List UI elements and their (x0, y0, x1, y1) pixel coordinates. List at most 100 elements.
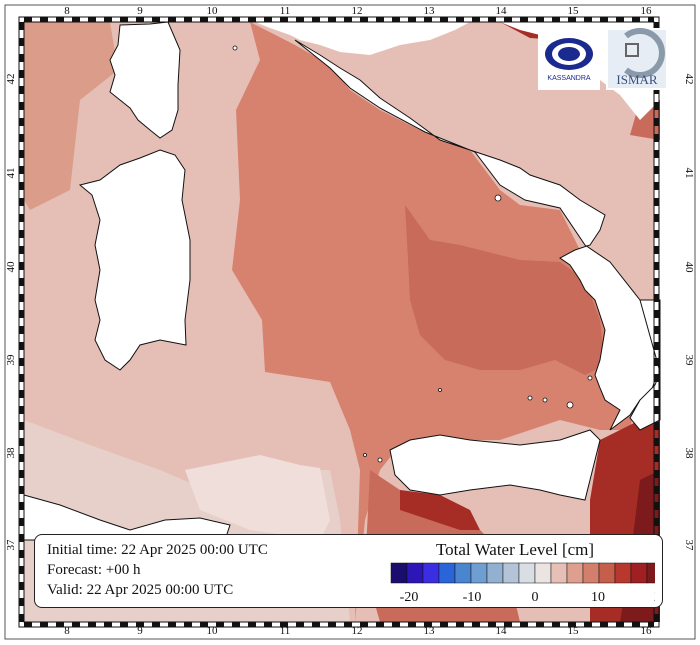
frame-segment (19, 406, 24, 414)
frame-segment (376, 17, 384, 22)
frame-segment (654, 182, 659, 190)
sicily-island (389, 429, 601, 501)
frame-segment (19, 22, 24, 30)
colorbar-swatch (614, 562, 632, 584)
frame-segment (19, 230, 24, 238)
frame-segment (184, 622, 192, 627)
latitude-labels-right: 37 38 39 40 41 42 (683, 74, 695, 552)
latitude-tick-label: 40 (5, 261, 17, 273)
frame-segment (56, 17, 64, 22)
colorbar-swatch (518, 562, 536, 584)
frame-segment (440, 622, 448, 627)
frame-segment (19, 614, 24, 622)
frame-segment (654, 390, 659, 398)
outer-frame (4, 4, 696, 640)
frame-segment (488, 17, 496, 22)
frame-segment (248, 622, 256, 627)
frame-segment (654, 326, 659, 334)
frame-segment (568, 17, 576, 22)
frame-segment (654, 422, 659, 430)
frame-segment (19, 374, 24, 382)
frame-segment (408, 622, 416, 627)
frame-segment (488, 622, 496, 627)
frame-segment (104, 622, 112, 627)
colorbar-swatch (486, 562, 504, 584)
frame-segment (19, 326, 24, 334)
frame-segment (654, 262, 659, 270)
frame-segment (584, 17, 592, 22)
frame-segment (296, 17, 304, 22)
frame-segment (654, 118, 659, 126)
forecast-text: Forecast: +00 h (47, 562, 141, 578)
frame-segment (424, 622, 432, 627)
kassandra-logo-icon: KASSANDRA (545, 38, 593, 82)
frame-segment (344, 622, 352, 627)
longitude-tick-label: 9 (137, 625, 143, 637)
frame-segment (654, 486, 659, 494)
frame-segment (328, 622, 336, 627)
frame-segment (152, 17, 160, 22)
ismar-logo-icon: ISMAR (608, 28, 666, 88)
longitude-tick-label: 10 (207, 5, 219, 17)
frame-segment (19, 598, 24, 606)
frame-segment (72, 17, 80, 22)
frame-segment (520, 622, 528, 627)
frame-segment (19, 502, 24, 510)
frame-segment (654, 166, 659, 174)
frame-segment (19, 118, 24, 126)
longitude-tick-label: 11 (280, 5, 291, 17)
latitude-tick-label: 42 (683, 74, 695, 85)
frame-segment (280, 622, 288, 627)
island-small (566, 401, 574, 409)
frame-segment (360, 622, 368, 627)
frame-segment (616, 17, 624, 22)
frame-segment (654, 198, 659, 206)
island-small (232, 45, 238, 51)
sea-zone-sicily-strait-high (400, 490, 480, 530)
frame-segment (654, 310, 659, 318)
colorbar-tick-label: -10 (463, 590, 482, 605)
frame-segment (19, 150, 24, 158)
longitude-tick-label: 15 (568, 5, 580, 17)
colorbar-swatch (422, 562, 440, 584)
colorbar-swatch (598, 562, 616, 584)
frame-segment (654, 342, 659, 350)
frame-segment (648, 17, 654, 22)
colorbar-swatch (566, 562, 584, 584)
frame-segment (40, 17, 48, 22)
frame-segment (88, 622, 96, 627)
frame-segment (648, 622, 654, 627)
sardinia-island (78, 149, 191, 371)
frame-segment (600, 622, 608, 627)
frame-segment (456, 622, 464, 627)
colorbar-swatch (390, 562, 408, 584)
frame-segment (136, 622, 144, 627)
frame-segment (552, 622, 560, 627)
colorbar-swatch (646, 562, 655, 584)
latitude-tick-label: 37 (5, 539, 17, 551)
frame-segment (472, 17, 480, 22)
longitude-tick-label: 13 (424, 5, 436, 17)
island-small (363, 453, 367, 457)
frame-segment (232, 622, 240, 627)
frame-segment (216, 17, 224, 22)
longitude-tick-label: 16 (641, 5, 653, 17)
frame-segment (654, 22, 659, 30)
map-border (23, 21, 655, 623)
frame-segment (120, 622, 128, 627)
longitude-tick-label: 14 (496, 625, 508, 637)
frame-segment (19, 198, 24, 206)
frame-segment (24, 17, 32, 22)
frame-segment (568, 622, 576, 627)
colorbar-swatch (550, 562, 568, 584)
legend-colorbar: -20 -10 0 10 20 (390, 562, 655, 605)
island-small (438, 388, 442, 392)
frame-segment (456, 17, 464, 22)
colorbar-swatch (406, 562, 424, 584)
frame-segment (328, 17, 336, 22)
frame-segment (654, 470, 659, 478)
colorbar-swatch (438, 562, 456, 584)
longitude-tick-label: 12 (352, 5, 363, 17)
frame-segment (19, 422, 24, 430)
frame-segment (19, 262, 24, 270)
